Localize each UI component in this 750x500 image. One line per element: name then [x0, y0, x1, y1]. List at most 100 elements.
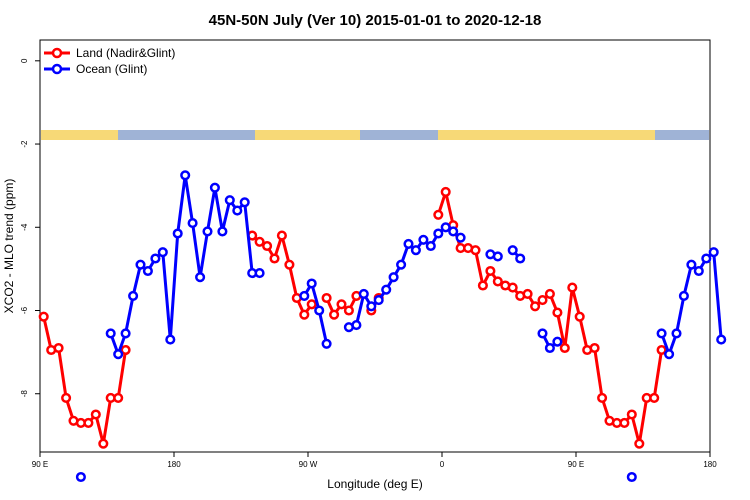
land-ocean-band-ocean	[41, 130, 709, 140]
data-point	[358, 288, 369, 299]
land-band-segment	[438, 130, 655, 140]
data-point	[224, 195, 235, 206]
data-point	[262, 240, 273, 252]
data-point	[157, 247, 168, 258]
data-point	[53, 342, 64, 354]
data-point	[321, 338, 332, 349]
chart-title: 45N-50N July (Ver 10) 2015-01-01 to 2020…	[209, 12, 542, 29]
data-point	[269, 253, 280, 264]
data-point	[142, 265, 153, 277]
data-point	[433, 228, 444, 239]
data-point	[83, 417, 94, 428]
data-point	[678, 290, 689, 301]
data-point	[61, 392, 72, 403]
data-point	[448, 226, 459, 237]
data-point	[515, 253, 526, 264]
data-point	[656, 344, 667, 356]
y-tick-label: -2	[20, 140, 29, 148]
data-point	[105, 328, 116, 339]
series-ocean	[75, 170, 727, 483]
data-point	[343, 305, 354, 316]
data-point	[634, 438, 645, 449]
data-point	[589, 342, 600, 354]
data-point	[470, 245, 481, 256]
data-point	[626, 471, 637, 483]
y-tick-label: -4	[20, 223, 29, 231]
data-point	[299, 309, 310, 320]
data-point	[425, 240, 436, 252]
data-point	[254, 268, 265, 279]
data-point	[559, 342, 570, 354]
data-point	[217, 226, 228, 237]
data-point	[537, 328, 548, 339]
data-point	[507, 245, 518, 256]
data-point	[552, 307, 563, 318]
y-tick-label: 0	[20, 58, 29, 63]
data-point	[388, 272, 399, 283]
data-point	[507, 282, 518, 293]
data-point	[708, 247, 719, 258]
data-point	[403, 238, 414, 249]
series-line	[436, 190, 664, 446]
data-point	[329, 309, 340, 320]
data-point	[530, 301, 541, 312]
data-point	[165, 334, 176, 345]
data-point	[113, 349, 124, 360]
data-point	[98, 438, 109, 449]
data-point	[195, 272, 206, 283]
data-point	[113, 392, 124, 403]
land-band-segment	[255, 130, 360, 140]
data-point	[276, 230, 287, 241]
y-axis: 0 -2 -4 -6 -8	[20, 58, 40, 397]
legend-ocean-marker	[51, 63, 63, 75]
data-point	[172, 228, 183, 239]
data-point	[492, 276, 503, 287]
data-point	[537, 295, 548, 306]
land-band-segment	[41, 130, 118, 140]
series-line	[348, 225, 454, 329]
data-point	[671, 328, 682, 339]
data-point	[150, 253, 161, 264]
data-point	[433, 209, 444, 220]
data-point	[597, 392, 608, 403]
data-point	[574, 311, 585, 322]
x-tick-label: 90 E	[32, 460, 48, 469]
data-point	[128, 290, 139, 301]
x-axis-label: Longitude (deg E)	[327, 477, 422, 491]
data-point	[120, 328, 131, 339]
data-point	[254, 236, 265, 247]
data-point	[187, 218, 198, 229]
data-point	[396, 259, 407, 270]
data-point	[492, 251, 503, 262]
data-point	[202, 226, 213, 237]
data-point	[649, 392, 660, 403]
data-point	[686, 259, 697, 270]
data-point	[90, 409, 101, 420]
data-point	[314, 305, 325, 316]
data-point	[180, 170, 191, 181]
x-tick-label: 180	[167, 460, 181, 469]
data-point	[239, 197, 250, 208]
y-axis-label: XCO2 - MLO trend (ppm)	[2, 179, 16, 314]
series-line	[109, 173, 260, 356]
series-land	[38, 186, 667, 449]
data-point	[701, 253, 712, 264]
data-point	[373, 295, 384, 306]
data-point	[306, 299, 317, 310]
data-point	[209, 182, 220, 193]
data-point	[381, 284, 392, 295]
data-point	[321, 292, 332, 304]
series-line	[303, 282, 329, 345]
data-point	[544, 342, 555, 354]
plot-frame	[39, 39, 711, 453]
data-point	[75, 471, 86, 483]
data-point	[38, 311, 49, 322]
x-tick-label: 90 E	[568, 460, 584, 469]
data-point	[440, 222, 451, 233]
x-tick-label: 180	[703, 460, 717, 469]
x-axis: 90 E 180 90 W 0 90 E 180	[32, 452, 717, 469]
data-point	[351, 320, 362, 331]
data-point	[522, 288, 533, 299]
legend-land-marker	[51, 47, 63, 59]
